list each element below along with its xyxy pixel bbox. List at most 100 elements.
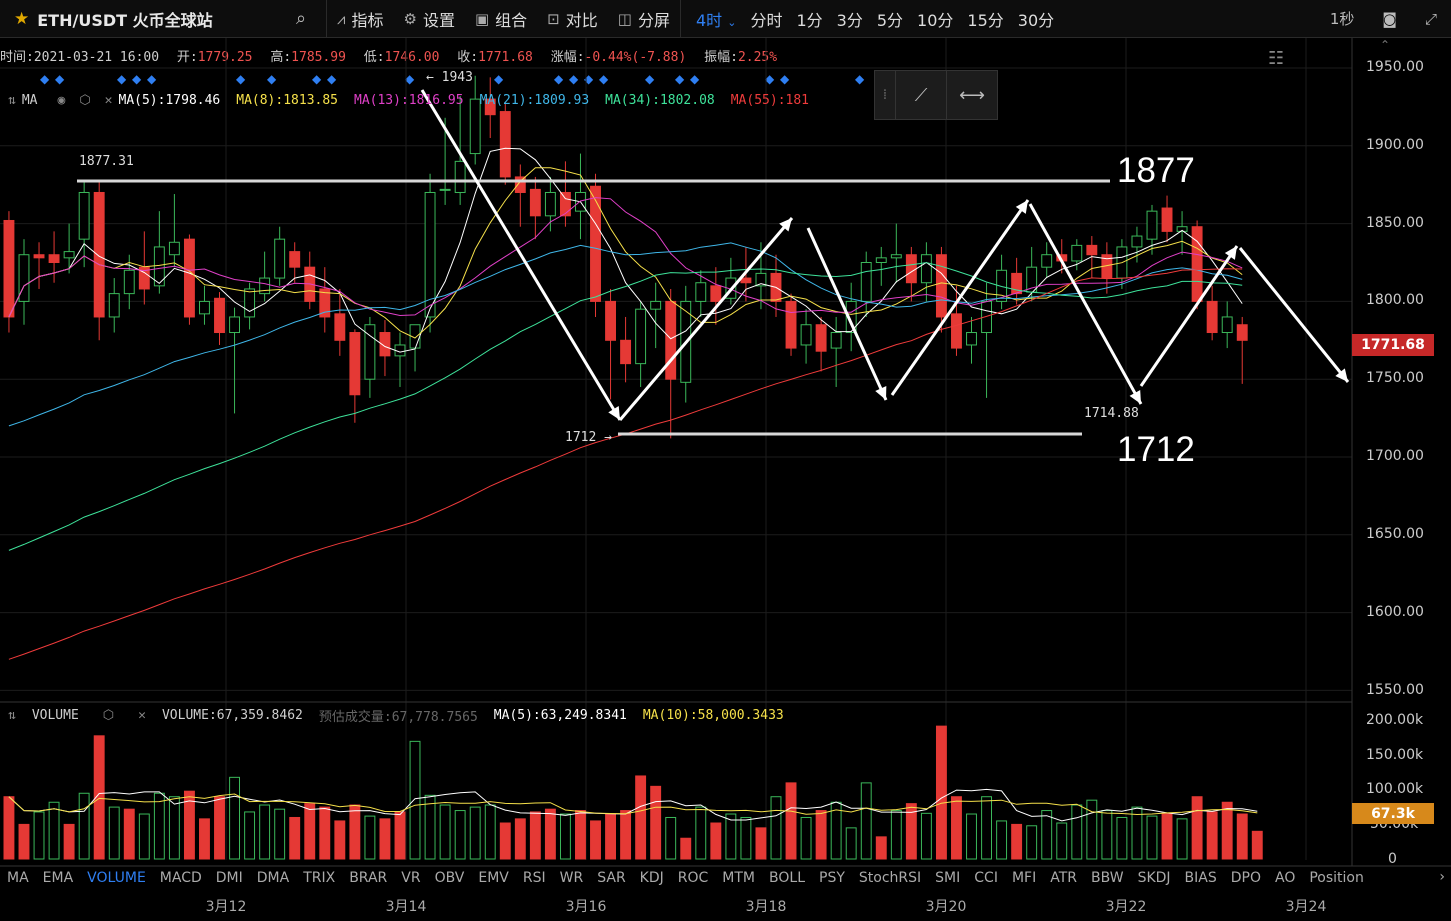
- indicator-tab[interactable]: ROC: [677, 870, 709, 886]
- indicator-tab[interactable]: Position: [1309, 870, 1364, 886]
- candle-body: [830, 332, 842, 349]
- indicator-tab[interactable]: RSI: [522, 870, 546, 886]
- interval-10m[interactable]: 10分: [917, 10, 954, 30]
- candle-body: [815, 324, 827, 352]
- indicator-tab[interactable]: SMI: [935, 870, 961, 886]
- indicator-tab[interactable]: DPO: [1230, 870, 1261, 886]
- indicator-tab[interactable]: ATR: [1050, 870, 1077, 886]
- volume-ma-line: [8, 793, 1258, 816]
- collapse-icon[interactable]: ⌃: [1380, 38, 1391, 52]
- volume-ma5: MA(5):63,249.8341: [493, 708, 627, 723]
- split-button[interactable]: ◫ 分屏: [617, 9, 670, 30]
- indicator-tab[interactable]: DMA: [256, 870, 290, 886]
- indicator-tab[interactable]: SAR: [597, 870, 626, 886]
- indicator-tab[interactable]: DMI: [215, 870, 243, 886]
- settings-icon[interactable]: ⬡: [79, 93, 91, 108]
- low-value: 1746.00: [384, 50, 440, 65]
- candle-body: [48, 254, 60, 264]
- ma-legend: ⇅ MA ◉ ⬡ ✕ MA(5):1798.46 MA(8):1813.85 M…: [0, 93, 825, 108]
- volume-bar: [138, 813, 150, 860]
- search-icon[interactable]: ⌕: [295, 8, 307, 29]
- layout-button[interactable]: ▣ 组合: [474, 9, 528, 30]
- indicator-tab[interactable]: PSY: [819, 870, 845, 886]
- interval-1m[interactable]: 1分: [796, 10, 823, 30]
- compare-button[interactable]: ⊡ 对比: [547, 9, 598, 30]
- signal-diamond-icon: ◆: [645, 72, 655, 86]
- volume-bar: [1041, 810, 1053, 860]
- eye-icon[interactable]: ◉: [57, 93, 66, 108]
- volume-bar: [590, 820, 601, 860]
- close-icon[interactable]: ✕: [104, 93, 113, 108]
- symbol-title[interactable]: ★ ETH/USDT 火币全球站: [0, 0, 276, 37]
- signal-diamond-icon: ◆: [690, 72, 700, 86]
- date-label: 3月22: [1105, 899, 1147, 915]
- candle-body: [289, 251, 301, 268]
- arrow-head: [1335, 368, 1348, 382]
- indicator-tab[interactable]: SKDJ: [1137, 870, 1171, 886]
- settings-icon[interactable]: ⬡: [102, 708, 115, 723]
- candle-body: [620, 339, 632, 365]
- price-axis-label: 1800.00: [1366, 292, 1424, 308]
- collapse-arrows-icon[interactable]: ⇅: [8, 93, 16, 108]
- volume-bar: [860, 782, 872, 860]
- price-axis-label: 1850.00: [1366, 215, 1424, 231]
- ma-line: [8, 197, 1243, 318]
- star-icon[interactable]: ★: [14, 8, 30, 29]
- indicator-tab[interactable]: OBV: [434, 870, 465, 886]
- refresh-rate[interactable]: 1秒: [1329, 10, 1355, 28]
- chevron-right-icon[interactable]: ›: [1439, 869, 1445, 885]
- indicator-tab[interactable]: StochRSI: [858, 870, 922, 886]
- price-axis-label: 1550.00: [1366, 682, 1424, 698]
- trendline-tool-icon[interactable]: ⟋: [895, 71, 946, 119]
- indicator-tab[interactable]: VR: [401, 870, 421, 886]
- candle-body: [1191, 226, 1203, 302]
- indicator-tab[interactable]: EMA: [42, 870, 74, 886]
- indicator-tab[interactable]: MACD: [159, 870, 202, 886]
- indicator-button[interactable]: ⩘ 指标: [337, 9, 384, 30]
- close-icon[interactable]: ✕: [138, 708, 146, 723]
- indicator-tab[interactable]: EMV: [478, 870, 509, 886]
- indicator-tabs: MA EMA VOLUME MACD DMI DMA TRIX BRAR VR OBV EMV RSI…: [0, 866, 1451, 890]
- interval-15m[interactable]: 15分: [967, 10, 1004, 30]
- candle-body: [920, 254, 932, 284]
- indicator-tab[interactable]: CCI: [974, 870, 998, 886]
- indicator-tab[interactable]: AO: [1275, 870, 1296, 886]
- signal-diamond-icon: ◆: [40, 72, 50, 86]
- signal-diamond-icon: ◆: [675, 72, 685, 86]
- indicator-tab[interactable]: VOLUME: [87, 870, 146, 886]
- chart-settings-icon[interactable]: ☷: [1268, 48, 1285, 69]
- indicator-tab[interactable]: KDJ: [639, 870, 664, 886]
- settings-button[interactable]: ⚙ 设置: [403, 9, 455, 30]
- indicator-tab[interactable]: MTM: [722, 870, 756, 886]
- volume-bar: [319, 806, 331, 860]
- signal-diamond-icon: ◆: [494, 72, 504, 86]
- collapse-arrows-icon[interactable]: ⇅: [8, 708, 16, 723]
- volume-bar: [514, 818, 526, 860]
- indicator-tab[interactable]: BIAS: [1184, 870, 1217, 886]
- camera-icon[interactable]: ◙: [1382, 9, 1397, 28]
- interval-4h[interactable]: 4时 ⌄: [695, 10, 737, 30]
- candle-body: [123, 269, 135, 295]
- drag-handle-icon[interactable]: ⁞: [882, 87, 888, 103]
- volume-bar: [1236, 813, 1248, 860]
- volume-bar: [424, 794, 436, 860]
- interval-30m[interactable]: 30分: [1017, 10, 1055, 30]
- indicator-tab[interactable]: MA: [7, 870, 29, 886]
- fullscreen-icon[interactable]: ⤢: [1424, 9, 1437, 28]
- indicator-tab[interactable]: MFI: [1011, 870, 1037, 886]
- toolbar-right: 1秒 ◙ ⤢: [1316, 0, 1451, 37]
- interval-5m[interactable]: 5分: [876, 10, 904, 30]
- volume-bar: [364, 815, 376, 860]
- indicator-tab[interactable]: BRAR: [349, 870, 388, 886]
- indicator-tab[interactable]: WR: [559, 870, 584, 886]
- indicator-tab[interactable]: TRIX: [303, 870, 336, 886]
- indicator-tab[interactable]: BOLL: [769, 870, 805, 886]
- volume-bar: [183, 790, 195, 860]
- interval-3m[interactable]: 3分: [836, 10, 863, 30]
- top-toolbar: ★ ETH/USDT 火币全球站 ⌕ ⩘ 指标 ⚙ 设置 ▣ 组合 ⊡ 对比 ◫ 分屏 4…: [0, 0, 1451, 38]
- indicator-tab[interactable]: BBW: [1091, 870, 1124, 886]
- candle-body: [214, 297, 225, 334]
- interval-tick[interactable]: 分时: [750, 10, 783, 30]
- horizontal-line-tool-icon[interactable]: ⟷: [946, 71, 997, 119]
